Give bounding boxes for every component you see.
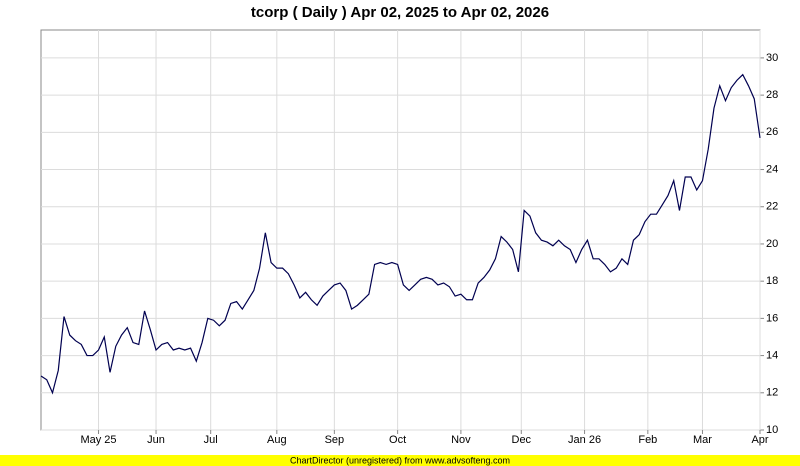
x-tick-label: Apr	[751, 434, 768, 446]
x-tick-label: Feb	[638, 434, 657, 446]
y-tick-label: 24	[766, 163, 778, 175]
y-tick-label: 26	[766, 126, 778, 138]
chart-title: tcorp ( Daily ) Apr 02, 2025 to Apr 02, …	[251, 4, 549, 21]
x-tick-label: Jul	[204, 434, 218, 446]
x-tick-label: Nov	[451, 434, 471, 446]
y-tick-label: 14	[766, 349, 778, 361]
y-tick-label: 10	[766, 424, 778, 436]
x-tick-label: Dec	[512, 434, 532, 446]
x-tick-label: Jan 26	[568, 434, 601, 446]
y-tick-label: 20	[766, 238, 778, 250]
footnote: ChartDirector (unregistered) from www.ad…	[290, 455, 510, 465]
plot-area	[40, 29, 761, 431]
y-tick-label: 16	[766, 312, 778, 324]
y-tick-label: 28	[766, 89, 778, 101]
x-tick-label: Jun	[147, 434, 165, 446]
x-tick-label: Oct	[389, 434, 406, 446]
y-tick-label: 12	[766, 387, 778, 399]
y-tick-label: 18	[766, 275, 778, 287]
price-line	[40, 73, 761, 395]
y-tick-label: 22	[766, 201, 778, 213]
y-tick-label: 30	[766, 52, 778, 64]
footer-bar	[0, 455, 800, 466]
x-tick-label: Sep	[325, 434, 345, 446]
x-tick-label: Aug	[267, 434, 287, 446]
x-tick-label: Mar	[693, 434, 712, 446]
x-tick-label: May 25	[80, 434, 116, 446]
